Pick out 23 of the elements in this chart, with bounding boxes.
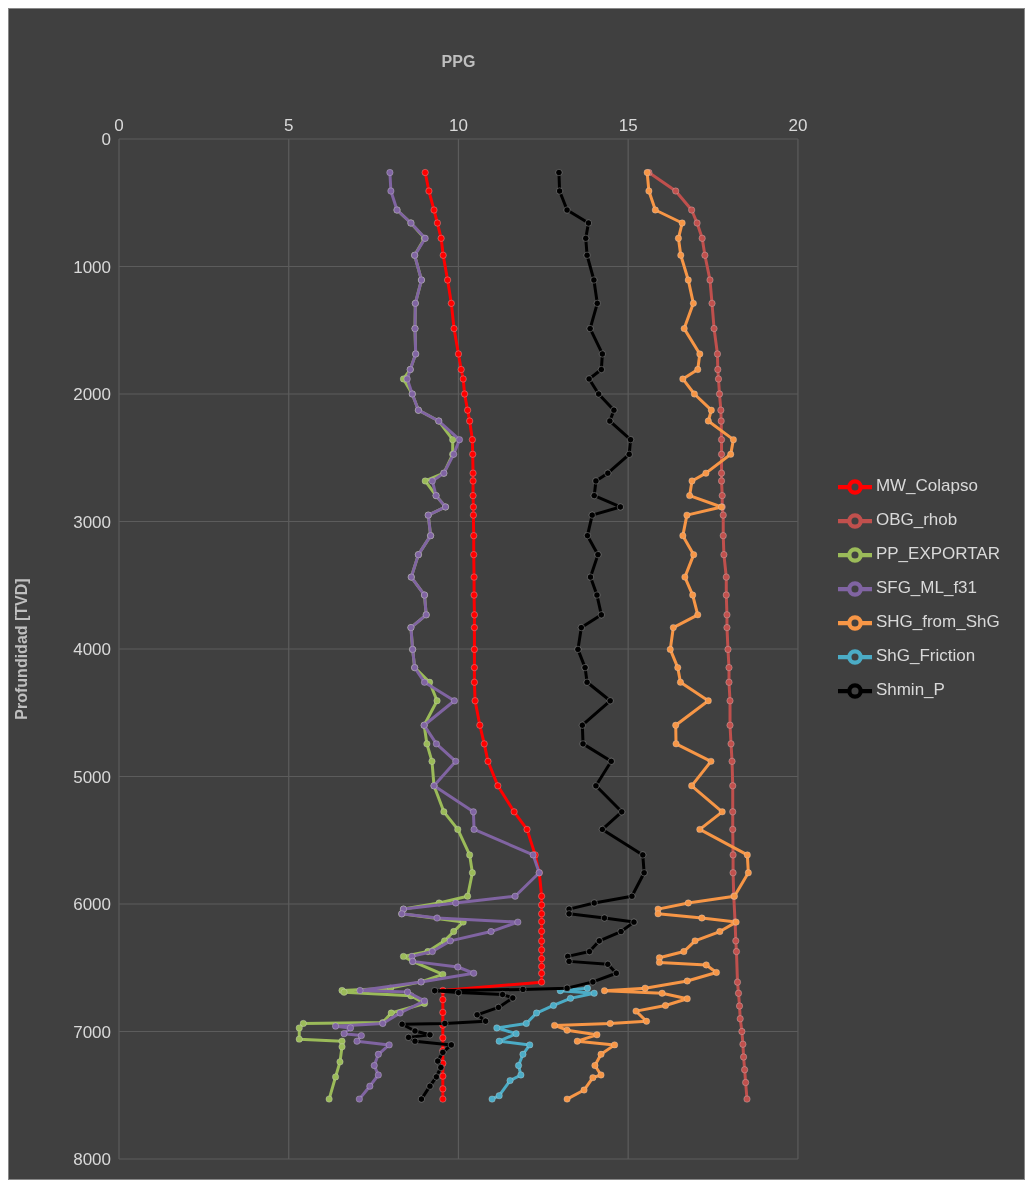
y-tick-label: 8000	[73, 1150, 111, 1170]
y-tick-label: 1000	[73, 257, 111, 277]
y-tick-label: 5000	[73, 767, 111, 787]
x-tick-label: 0	[114, 116, 124, 135]
x-tick-label: 20	[788, 116, 808, 135]
legend-label: OBG_rhob	[875, 510, 958, 530]
y-tick-label: 2000	[73, 385, 111, 405]
legend-label: SHG_from_ShG	[875, 612, 1000, 632]
x-axis-title: PPG	[441, 53, 476, 70]
x-tick-label: 15	[618, 116, 638, 135]
y-tick-label: 4000	[73, 640, 111, 660]
y-tick-label: 0	[101, 130, 111, 150]
legend-label: MW_Colapso	[875, 476, 978, 496]
y-axis-title: Profundidad [TVD]	[12, 578, 30, 720]
legend-label: ShG_Friction	[875, 646, 976, 666]
y-tick-label: 7000	[73, 1022, 111, 1042]
legend-label: PP_EXPORTAR	[875, 544, 1000, 564]
legend-label: Shmin_P	[875, 680, 945, 700]
x-tick-label: 10	[448, 116, 468, 135]
y-tick-label: 3000	[73, 512, 111, 532]
y-tick-label: 6000	[73, 895, 111, 915]
x-tick-label: 5	[283, 116, 294, 135]
legend-label: SFG_ML_f31	[875, 578, 978, 598]
